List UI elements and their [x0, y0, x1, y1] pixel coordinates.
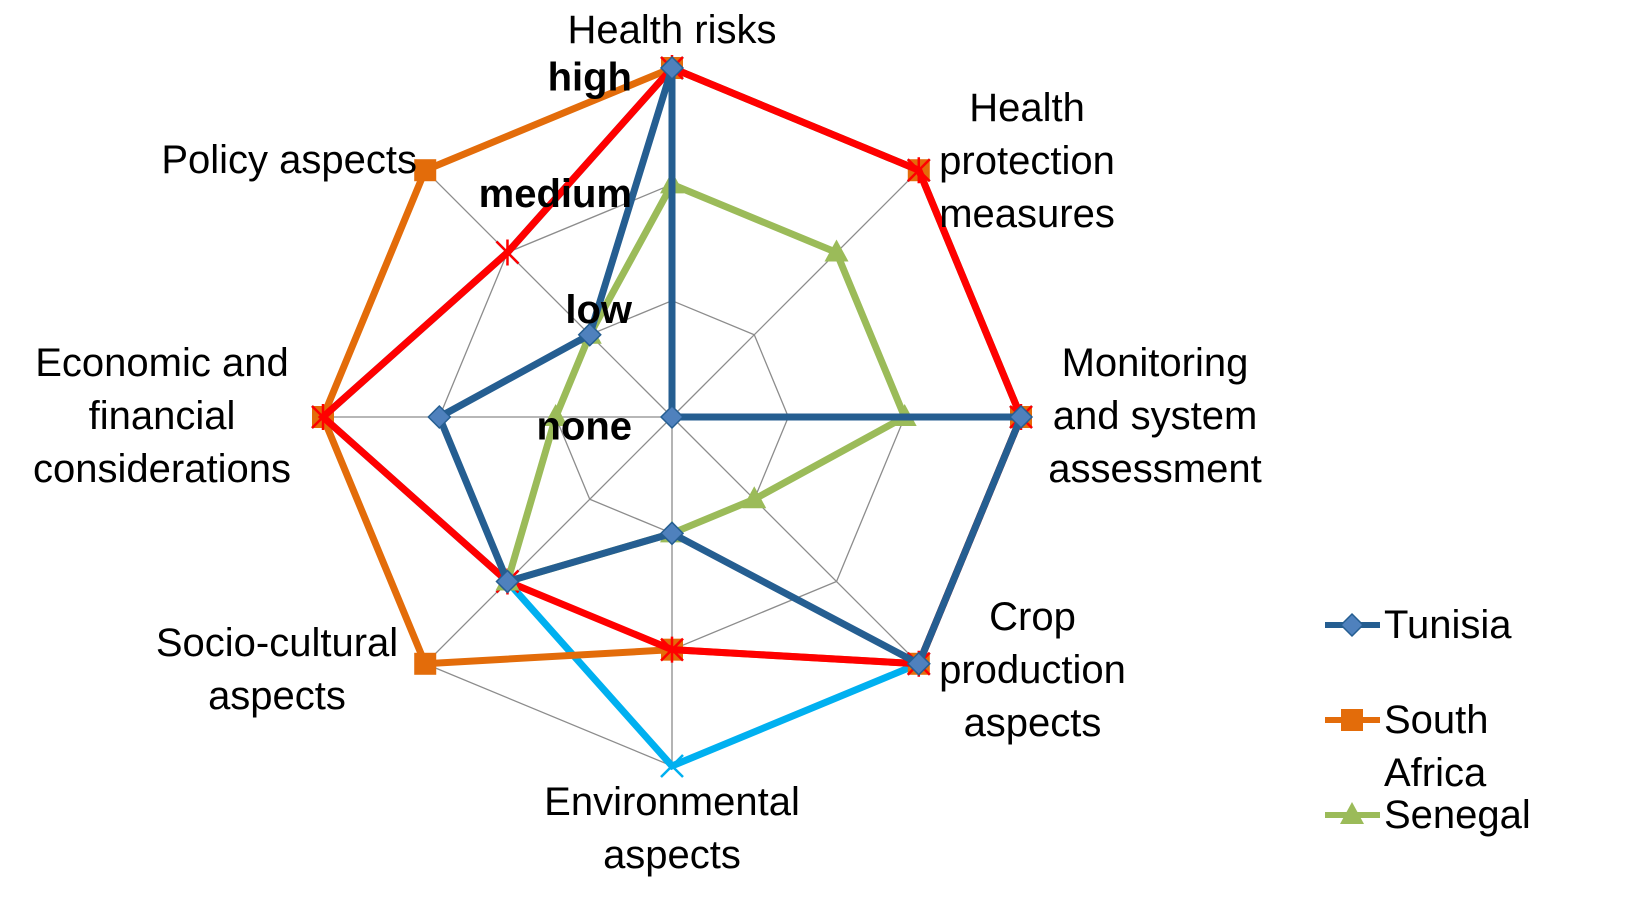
legend-item	[1325, 802, 1380, 824]
spoke	[671, 416, 920, 665]
marker	[660, 636, 684, 663]
marker	[659, 55, 685, 81]
r-tick-label: medium	[479, 172, 632, 216]
marker	[543, 404, 568, 426]
category-label: Health risks	[567, 8, 777, 52]
marker	[659, 404, 685, 430]
category-label: Crop production aspects	[939, 595, 1126, 745]
legend-label: Senegal	[1384, 793, 1531, 837]
marker	[660, 754, 684, 778]
spoke	[424, 169, 673, 418]
marker	[742, 486, 767, 509]
category-label: Economic and financial considerations	[33, 341, 291, 491]
spoke	[671, 169, 920, 418]
category-label: Environmental aspects	[544, 780, 800, 877]
legend-marker	[1339, 612, 1365, 638]
legend-marker	[1340, 802, 1364, 824]
category-label: Socio-cultural aspects	[155, 621, 399, 718]
category-label: Policy aspects	[161, 138, 417, 182]
r-tick-label: high	[548, 56, 632, 100]
marker	[824, 239, 849, 262]
marker	[577, 322, 602, 347]
legend-label: South Africa	[1384, 698, 1489, 795]
marker	[414, 652, 437, 675]
category-label: Health protection measures	[939, 86, 1115, 236]
series	[427, 55, 1034, 676]
legend-item	[1325, 709, 1380, 731]
legend-item	[1325, 612, 1380, 638]
spoke	[424, 416, 673, 665]
category-label: Monitoring and system assessment	[1048, 341, 1262, 491]
marker	[659, 521, 685, 546]
marker	[906, 651, 931, 676]
marker	[495, 569, 520, 594]
marker	[495, 239, 520, 266]
legend-marker	[1341, 709, 1363, 731]
r-tick-label: none	[536, 405, 632, 449]
series	[495, 171, 917, 591]
r-tick-label: low	[565, 288, 633, 332]
legend-label: Tunisia	[1384, 603, 1512, 647]
marker	[311, 404, 335, 430]
marker	[906, 157, 931, 184]
marker	[1008, 404, 1034, 430]
marker	[427, 404, 452, 430]
marker	[414, 159, 437, 182]
